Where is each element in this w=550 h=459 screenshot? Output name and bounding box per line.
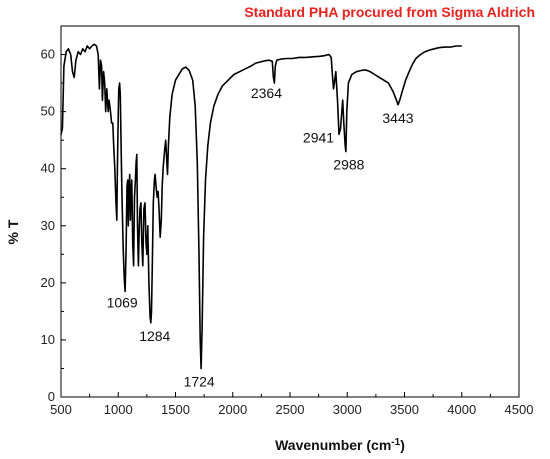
- x-tick-label: 3500: [390, 402, 419, 417]
- peak-label-3443: 3443: [382, 110, 413, 126]
- chart-title: Standard PHA procured from Sigma Aldrich: [244, 4, 535, 20]
- x-tick-label: 1000: [104, 402, 133, 417]
- peak-label-2988: 2988: [333, 157, 364, 173]
- peak-label-2364: 2364: [251, 85, 282, 101]
- x-tick-label: 4000: [447, 402, 476, 417]
- y-tick-label: 20: [41, 275, 55, 290]
- y-tick-label: 0: [48, 389, 55, 404]
- y-tick-label: 10: [41, 332, 55, 347]
- x-tick-label: 1500: [161, 402, 190, 417]
- x-tick-label: 2000: [218, 402, 247, 417]
- y-tick-label: 30: [41, 218, 55, 233]
- y-tick-label: 40: [41, 161, 55, 176]
- peak-labels: 1069 1284 1724 2364 2941 2988 3443: [107, 85, 414, 389]
- peak-label-2941: 2941: [303, 130, 334, 146]
- x-tick-label: 4500: [505, 402, 534, 417]
- spectrum-line: [60, 43, 462, 370]
- peak-label-1724: 1724: [184, 373, 215, 389]
- y-axis-ticks: 0 10 20 30 40 50 60: [41, 47, 66, 404]
- x-axis-ticks: 500 1000 1500 2000 2500 3000 3500 4000 4500: [50, 392, 533, 417]
- peak-label-1284: 1284: [139, 328, 170, 344]
- y-tick-label: 60: [41, 47, 55, 62]
- x-tick-label: 500: [50, 402, 72, 417]
- x-tick-label: 2500: [276, 402, 305, 417]
- y-axis-title: % T: [5, 219, 21, 244]
- y-tick-label: 50: [41, 104, 55, 119]
- x-axis-title: Wavenumber (cm-1): [275, 437, 405, 454]
- x-tick-label: 3000: [333, 402, 362, 417]
- peak-label-1069: 1069: [107, 294, 138, 310]
